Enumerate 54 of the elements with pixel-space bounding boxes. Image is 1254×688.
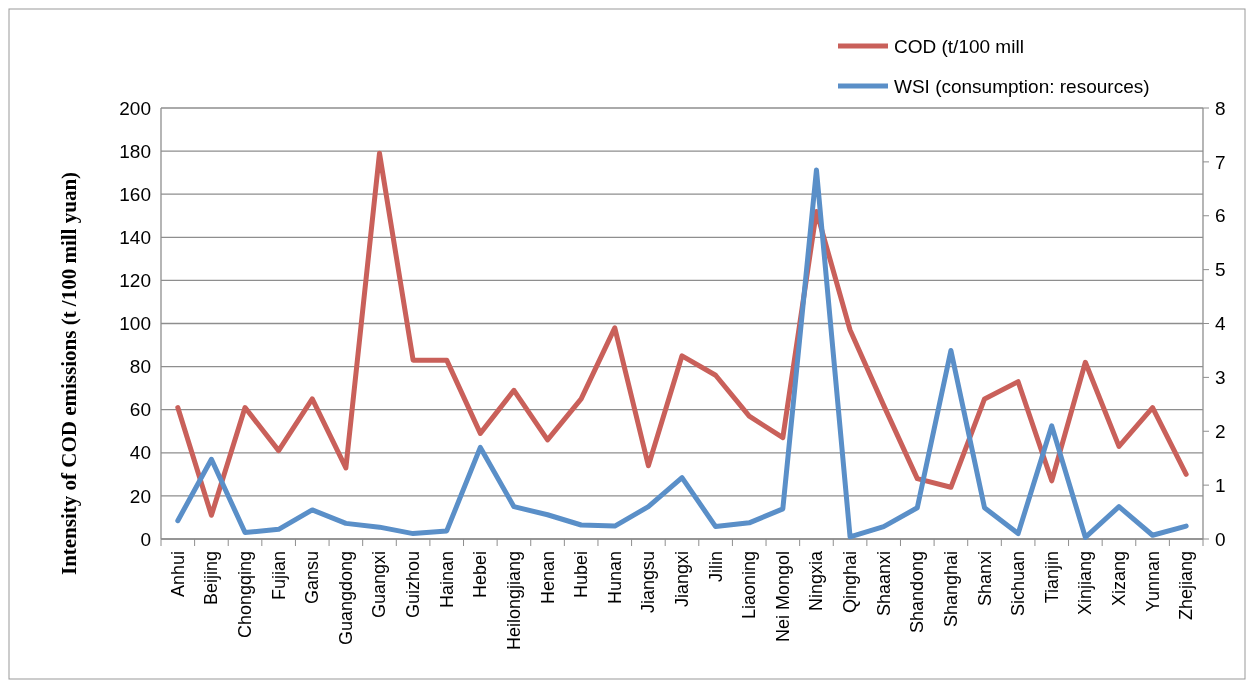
x-tick-label: Hainan [436,551,457,609]
x-tick-label: Nei Mongol [772,551,793,643]
y-tick-label: 0 [140,528,151,550]
x-tick-label: Yunnan [1142,551,1163,613]
x-tick-label: Hunan [604,551,625,605]
x-tick-label: Guangxi [369,551,390,619]
y-tick-label: 160 [119,183,151,205]
legend-label: COD (t/100 mill [894,35,1024,57]
x-tick-label: Hebei [470,551,491,599]
x-tick-label: Shanghai [940,551,961,628]
x-tick-label: Xizang [1108,551,1129,607]
x-tick-label: Zhejiang [1176,551,1197,621]
x-tick-label: Chongqing [235,551,256,639]
x-tick-label: Shaanxi [873,551,894,617]
y2-tick-label: 8 [1215,97,1226,119]
x-tick-label: Fujian [268,551,289,601]
x-tick-label: Xinjiang [1075,551,1096,616]
x-tick-label: Jiangxi [672,551,692,608]
y2-tick-label: 3 [1215,367,1226,389]
y2-tick-label: 4 [1215,313,1226,335]
y-tick-label: 20 [129,485,151,507]
legend-label: WSI (consumption: resources) [894,75,1150,97]
x-tick-label: Henan [537,551,558,605]
x-tick-label: Jilin [705,551,726,583]
y-axis-title: Intensity of COD emissions (t /100 mill yuan) [57,171,81,576]
x-tick-label: Shanxi [974,551,995,607]
x-tick-label: Anhui [167,551,188,598]
y-tick-label: 180 [119,140,151,162]
x-tick-label: Beijing [201,551,222,606]
x-tick-label: Shandong [907,551,928,634]
y-tick-label: 80 [129,356,151,378]
y-tick-label: 40 [129,442,151,464]
x-tick-label: Ningxia [806,550,827,612]
y-tick-label: 100 [119,313,151,335]
y-tick-label: 60 [129,399,151,421]
x-tick-label: Liaoning [739,551,760,620]
x-tick-label: Tianjin [1041,551,1062,604]
y2-tick-label: 7 [1215,151,1226,173]
y2-tick-label: 5 [1215,259,1226,281]
x-tick-label: Guangdong [335,551,356,646]
x-tick-label: Gansu [302,551,323,605]
y2-tick-label: 2 [1215,420,1226,442]
x-tick-label: Hubei [571,551,592,599]
y2-tick-label: 6 [1215,205,1226,227]
y2-tick-label: 0 [1215,528,1226,550]
x-tick-label: Qinghai [840,551,861,614]
y-tick-label: 200 [119,97,151,119]
y2-tick-label: 1 [1215,474,1226,496]
x-tick-label: Sichuan [1008,551,1029,617]
y-tick-label: 120 [119,270,151,292]
x-tick-label: Jiangsu [638,551,659,614]
x-tick-label: Heilongjiang [503,551,524,651]
x-tick-label: Guizhou [403,551,424,619]
y-tick-label: 140 [119,226,151,248]
